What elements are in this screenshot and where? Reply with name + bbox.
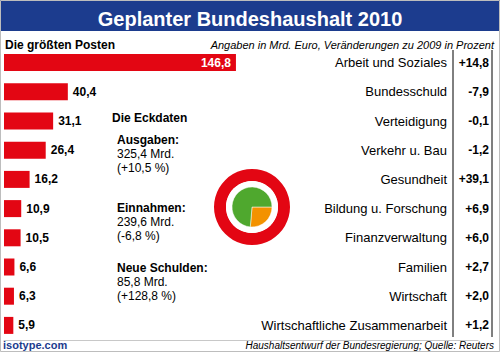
svg-text:Gesundheit: Gesundheit — [381, 172, 448, 187]
svg-text:Familien: Familien — [398, 260, 447, 275]
svg-text:Arbeit und Soziales: Arbeit und Soziales — [335, 55, 448, 70]
svg-text:-1,2: -1,2 — [468, 143, 489, 157]
svg-text:Die größten Posten: Die größten Posten — [5, 38, 115, 52]
svg-text:325,4 Mrd.: 325,4 Mrd. — [117, 147, 174, 161]
svg-text:6,6: 6,6 — [19, 260, 36, 274]
svg-text:isotype.com: isotype.com — [3, 339, 67, 351]
svg-text:Finanzverwaltung: Finanzverwaltung — [345, 230, 447, 245]
svg-text:+2,0: +2,0 — [465, 289, 489, 303]
svg-text:(+10,5 %): (+10,5 %) — [117, 161, 169, 175]
svg-text:-7,9: -7,9 — [468, 85, 489, 99]
svg-text:+39,1: +39,1 — [459, 172, 490, 186]
svg-text:16,2: 16,2 — [35, 172, 59, 186]
svg-text:+6,9: +6,9 — [465, 202, 489, 216]
svg-text:5,9: 5,9 — [18, 318, 35, 332]
svg-text:85,8 Mrd.: 85,8 Mrd. — [117, 275, 168, 289]
svg-text:6,3: 6,3 — [19, 289, 36, 303]
svg-text:239,6 Mrd.: 239,6 Mrd. — [117, 215, 174, 229]
svg-text:Neue Schulden:: Neue Schulden: — [117, 261, 208, 275]
svg-text:(+128,8 %): (+128,8 %) — [117, 289, 176, 303]
svg-text:Bundesschuld: Bundesschuld — [365, 84, 447, 99]
svg-text:+2,7: +2,7 — [465, 260, 489, 274]
svg-text:Wirtschaft: Wirtschaft — [389, 289, 447, 304]
svg-text:Die Eckdaten: Die Eckdaten — [112, 111, 187, 125]
svg-text:Angaben in Mrd. Euro, Veränder: Angaben in Mrd. Euro, Veränderungen zu 2… — [210, 39, 495, 51]
svg-text:Bildung u. Forschung: Bildung u. Forschung — [324, 201, 447, 216]
svg-text:+14,8: +14,8 — [459, 56, 490, 70]
svg-text:10,5: 10,5 — [26, 231, 50, 245]
svg-text:Einnahmen:: Einnahmen: — [117, 201, 186, 215]
svg-text:26,4: 26,4 — [51, 143, 75, 157]
svg-text:Geplanter Bundeshaushalt 2010: Geplanter Bundeshaushalt 2010 — [98, 8, 403, 30]
svg-text:(-6,8 %): (-6,8 %) — [117, 229, 160, 243]
svg-text:Wirtschaftliche Zusammenarbeit: Wirtschaftliche Zusammenarbeit — [261, 318, 447, 333]
svg-text:Ausgaben:: Ausgaben: — [117, 133, 179, 147]
svg-text:+6,0: +6,0 — [465, 231, 489, 245]
svg-text:40,4: 40,4 — [73, 85, 97, 99]
svg-text:146,8: 146,8 — [201, 56, 231, 70]
svg-text:Verkehr u. Bau: Verkehr u. Bau — [361, 143, 447, 158]
svg-text:+1,2: +1,2 — [465, 318, 489, 332]
svg-text:10,9: 10,9 — [26, 202, 50, 216]
svg-text:-0,1: -0,1 — [468, 114, 489, 128]
svg-text:Verteidigung: Verteidigung — [375, 114, 447, 129]
svg-text:31,1: 31,1 — [58, 114, 82, 128]
svg-text:Haushaltsentwurf der Bundesreg: Haushaltsentwurf der Bundesregierung; Qu… — [246, 340, 494, 351]
